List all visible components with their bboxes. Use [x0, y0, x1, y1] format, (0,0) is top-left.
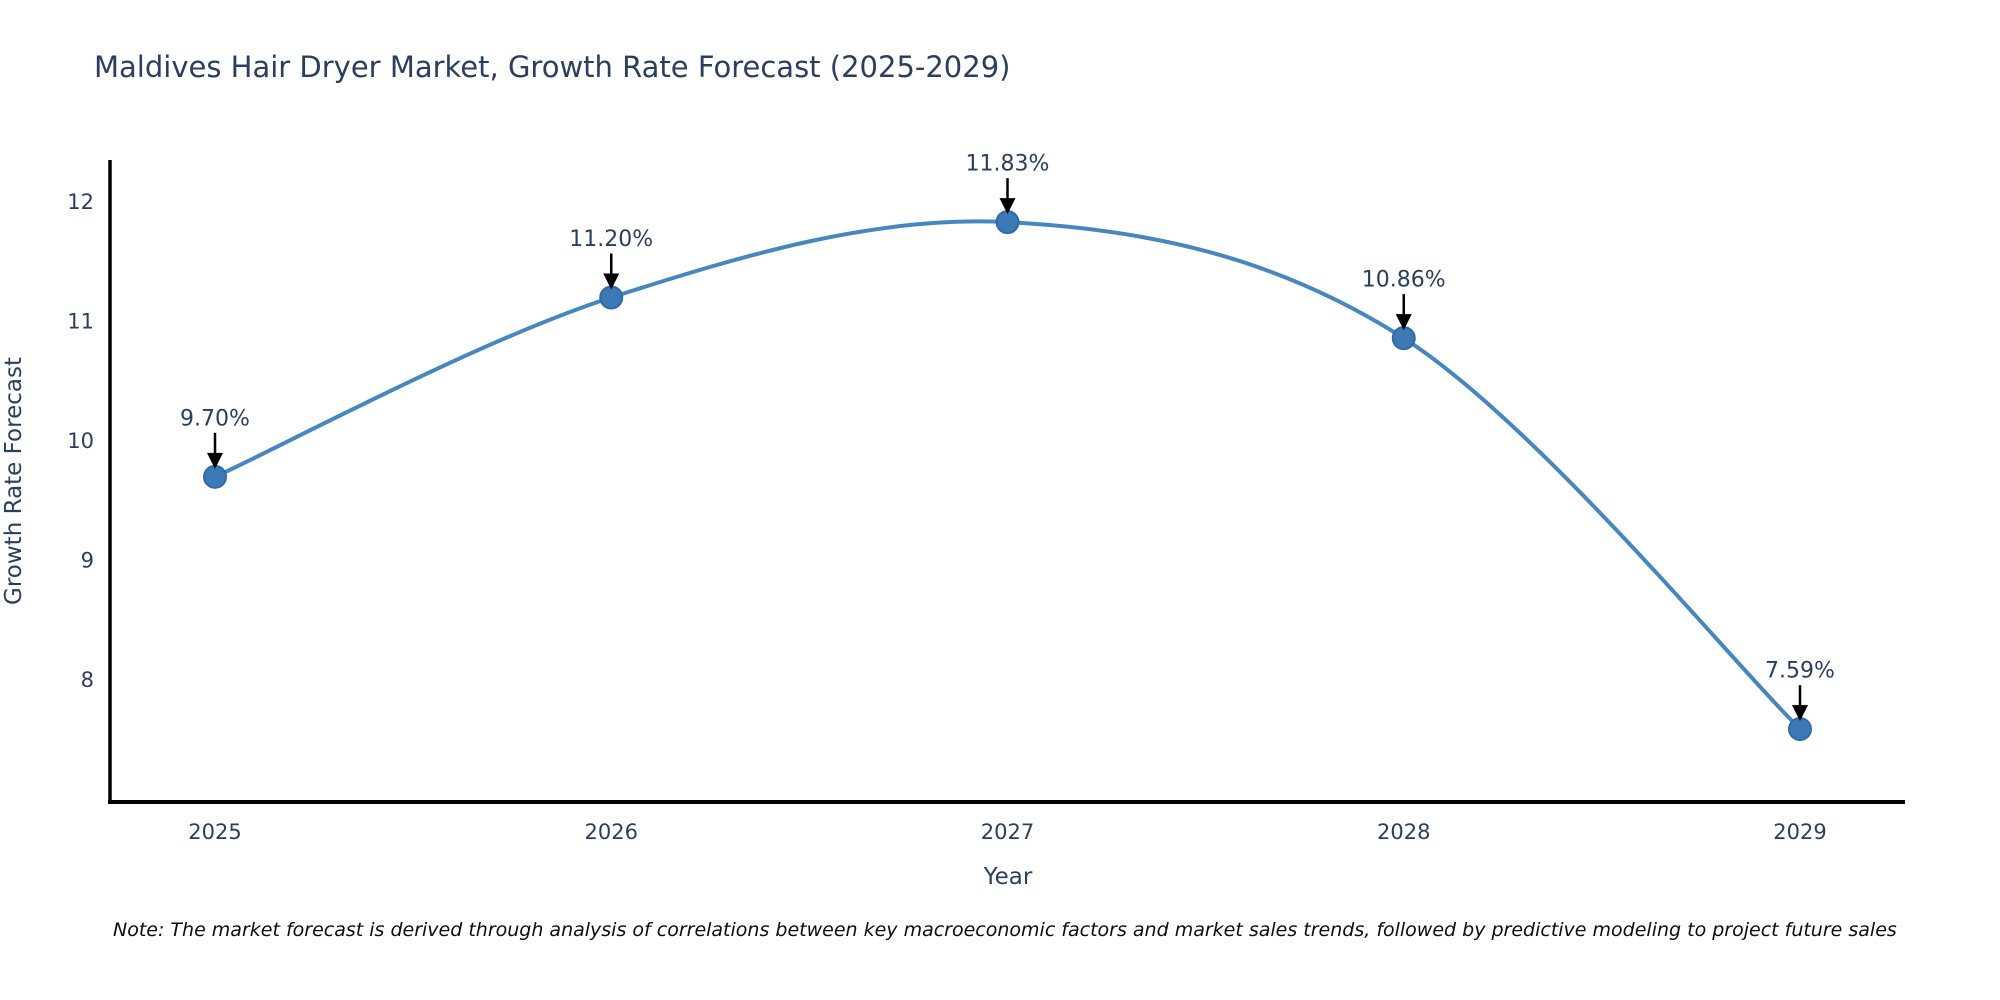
- chart-title: Maldives Hair Dryer Market, Growth Rate …: [94, 50, 1011, 84]
- data-point-label: 9.70%: [180, 406, 250, 431]
- chart-footnote: Note: The market forecast is derived thr…: [113, 919, 1897, 941]
- annotation-arrowhead: [1791, 705, 1808, 722]
- data-point-marker: [1787, 717, 1812, 742]
- data-point-label: 10.86%: [1362, 268, 1446, 293]
- x-axis-title: Year: [983, 864, 1033, 890]
- annotation-arrowhead: [603, 273, 620, 290]
- data-point-label: 11.20%: [569, 227, 653, 252]
- annotation-arrowhead: [207, 452, 224, 469]
- x-tick-label: 2026: [585, 820, 638, 844]
- x-tick-label: 2029: [1773, 820, 1826, 844]
- annotation-arrowhead: [1395, 314, 1412, 331]
- data-point-marker: [995, 210, 1020, 235]
- y-tick-label: 10: [67, 429, 94, 453]
- data-point-marker: [1391, 326, 1416, 351]
- x-tick-label: 2027: [981, 820, 1034, 844]
- y-tick-label: 8: [81, 668, 94, 692]
- x-tick-label: 2025: [188, 820, 241, 844]
- series-line: [213, 219, 1802, 732]
- y-tick-label: 9: [81, 549, 94, 573]
- data-point-label: 11.83%: [966, 152, 1050, 177]
- data-point-marker: [599, 285, 624, 310]
- x-tick-label: 2028: [1377, 820, 1430, 844]
- y-axis-title: Growth Rate Forecast: [1, 357, 27, 605]
- data-point-label: 7.59%: [1765, 659, 1835, 684]
- annotation-arrowhead: [999, 198, 1016, 215]
- y-tick-label: 11: [67, 309, 94, 333]
- y-tick-label: 12: [67, 190, 94, 214]
- data-point-marker: [203, 464, 228, 489]
